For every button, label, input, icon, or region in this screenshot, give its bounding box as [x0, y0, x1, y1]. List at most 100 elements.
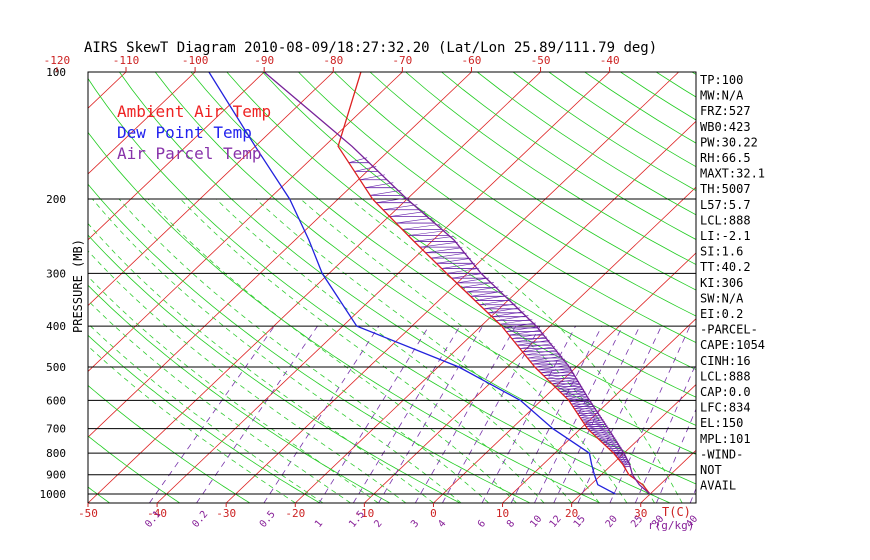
index-item: RH:66.5	[700, 151, 751, 165]
cape-hatch-diag	[529, 355, 563, 362]
index-item: TH:5007	[700, 182, 751, 196]
cape-hatch-diag	[617, 452, 625, 458]
top-tick-label: -110	[113, 54, 140, 67]
sounding-series	[208, 72, 651, 495]
dry-adiabat-line	[764, 72, 870, 503]
moist-adiabat-line	[88, 345, 296, 503]
isobar-lines	[88, 71, 696, 495]
cape-hatch-diag	[527, 352, 561, 359]
moist-adiabat-line	[88, 222, 434, 503]
mixing-ratio-label: 6	[476, 518, 488, 530]
bottom-tick-label: -50	[78, 507, 98, 520]
index-item: MPL:101	[700, 432, 751, 446]
dry-adiabat-line	[88, 334, 321, 503]
background-lines	[88, 72, 870, 503]
isotherm-line	[225, 72, 679, 503]
mixing-ratio-line	[149, 325, 275, 503]
index-item: TP:100	[700, 73, 743, 87]
dry-adiabat-line	[88, 384, 251, 503]
mixing-ratio-label: 8	[505, 518, 517, 530]
cape-hatch-diag	[619, 455, 627, 462]
dry-adiabat-line	[226, 72, 696, 398]
index-item: -PARCEL-	[700, 323, 758, 337]
top-temp-ticks: -120 -110 -100 -90 -80 -70 -60 -50 -40	[44, 54, 620, 72]
mixing-ratio-label: 3	[409, 518, 421, 530]
mixing-ratio-label: 20	[604, 514, 620, 530]
dry-adiabat-line	[835, 72, 870, 503]
pressure-tick-labels: 100 200 300 400 500 600 700 800 900 1000	[40, 66, 67, 501]
index-item: NOT	[700, 463, 722, 477]
isotherm-line	[88, 72, 541, 503]
pressure-tick-label: 500	[46, 361, 66, 374]
cape-hatch-diag	[456, 277, 490, 284]
top-tick-label: -90	[254, 54, 274, 67]
top-tick-label: -60	[462, 54, 482, 67]
cape-hatch-diag	[506, 326, 539, 332]
cape-hatch-diag	[614, 448, 623, 455]
cape-hatch-diag	[495, 315, 529, 321]
top-tick-label: -50	[531, 54, 551, 67]
isotherm-line	[433, 252, 696, 503]
cape-hatch-diag	[508, 329, 542, 336]
pressure-tick-label: 100	[46, 66, 66, 79]
cape-hatch-diag	[451, 272, 485, 279]
moist-adiabat-line	[148, 198, 517, 503]
index-item: -WIND-	[700, 447, 743, 461]
moist-adiabat-line	[88, 300, 351, 503]
mixing-ratio-line	[510, 325, 603, 503]
isotherm-line	[88, 72, 334, 307]
cape-hatch-diag	[414, 236, 454, 242]
dry-adiabat-line	[88, 486, 110, 503]
mixing-ratio-line	[378, 325, 483, 503]
bottom-tick-label: 30	[634, 507, 647, 520]
cape-hatch-diag	[408, 230, 447, 236]
dry-adiabat-line	[369, 72, 696, 291]
series-line-1	[208, 72, 616, 495]
moist-adiabat-line	[255, 198, 600, 503]
cape-hatch-diag	[532, 358, 565, 365]
mixing-ratio-label: 0.2	[190, 509, 210, 530]
dry-adiabat-line	[190, 72, 696, 426]
index-item: SI:1.6	[700, 245, 743, 259]
bottom-axis-unit: T(C)	[662, 505, 691, 519]
cape-hatch-diag	[499, 318, 533, 325]
cape-hatch-diag	[441, 263, 476, 269]
moist-adiabat-line	[118, 198, 489, 503]
cape-hatch-diag	[621, 457, 628, 464]
moist-adiabat-line	[300, 198, 628, 503]
isotherm-line	[88, 72, 265, 241]
legend-parcel: Air Parcel Temp	[117, 144, 262, 163]
mixing-ratio-line	[553, 325, 641, 503]
moist-adiabat-line	[180, 198, 545, 503]
cape-hatch-diag	[430, 252, 467, 259]
top-tick-label: -120	[44, 54, 71, 67]
mixing-ratio-line	[352, 325, 461, 503]
index-item: PW:30.22	[700, 135, 758, 149]
index-item: SW:N/A	[700, 291, 744, 305]
dry-adiabat-line	[405, 72, 696, 265]
mixing-ratio-label: 10	[528, 514, 544, 530]
bottom-tick-label: 0	[430, 507, 437, 520]
cape-hatch-diag	[446, 268, 480, 274]
isotherm-line	[88, 72, 472, 438]
pressure-tick-label: 800	[46, 447, 66, 460]
index-item: MAXT:32.1	[700, 167, 765, 181]
mixing-ratio-line	[318, 325, 430, 503]
cape-hatch-diag	[522, 346, 556, 353]
plot-frame	[87, 71, 697, 504]
legend: Ambient Air Temp Dew Point Temp Air Parc…	[117, 102, 271, 163]
pressure-tick-label: 700	[46, 423, 66, 436]
index-item: EL:150	[700, 416, 743, 430]
index-item: LCL:888	[700, 213, 751, 227]
top-tick-label: -80	[323, 54, 343, 67]
cape-hatch-diag	[376, 197, 410, 203]
mixing-ratio-label: 12	[548, 514, 564, 530]
cape-hatch-diag	[389, 211, 426, 217]
index-item: TT:40.2	[700, 260, 751, 274]
cape-hatch-diag	[425, 247, 463, 253]
cape-hatch-diag	[396, 217, 433, 224]
bottom-tick-label: 10	[496, 507, 509, 520]
moist-adiabat-line	[88, 323, 324, 503]
pressure-tick-label: 600	[46, 394, 66, 407]
